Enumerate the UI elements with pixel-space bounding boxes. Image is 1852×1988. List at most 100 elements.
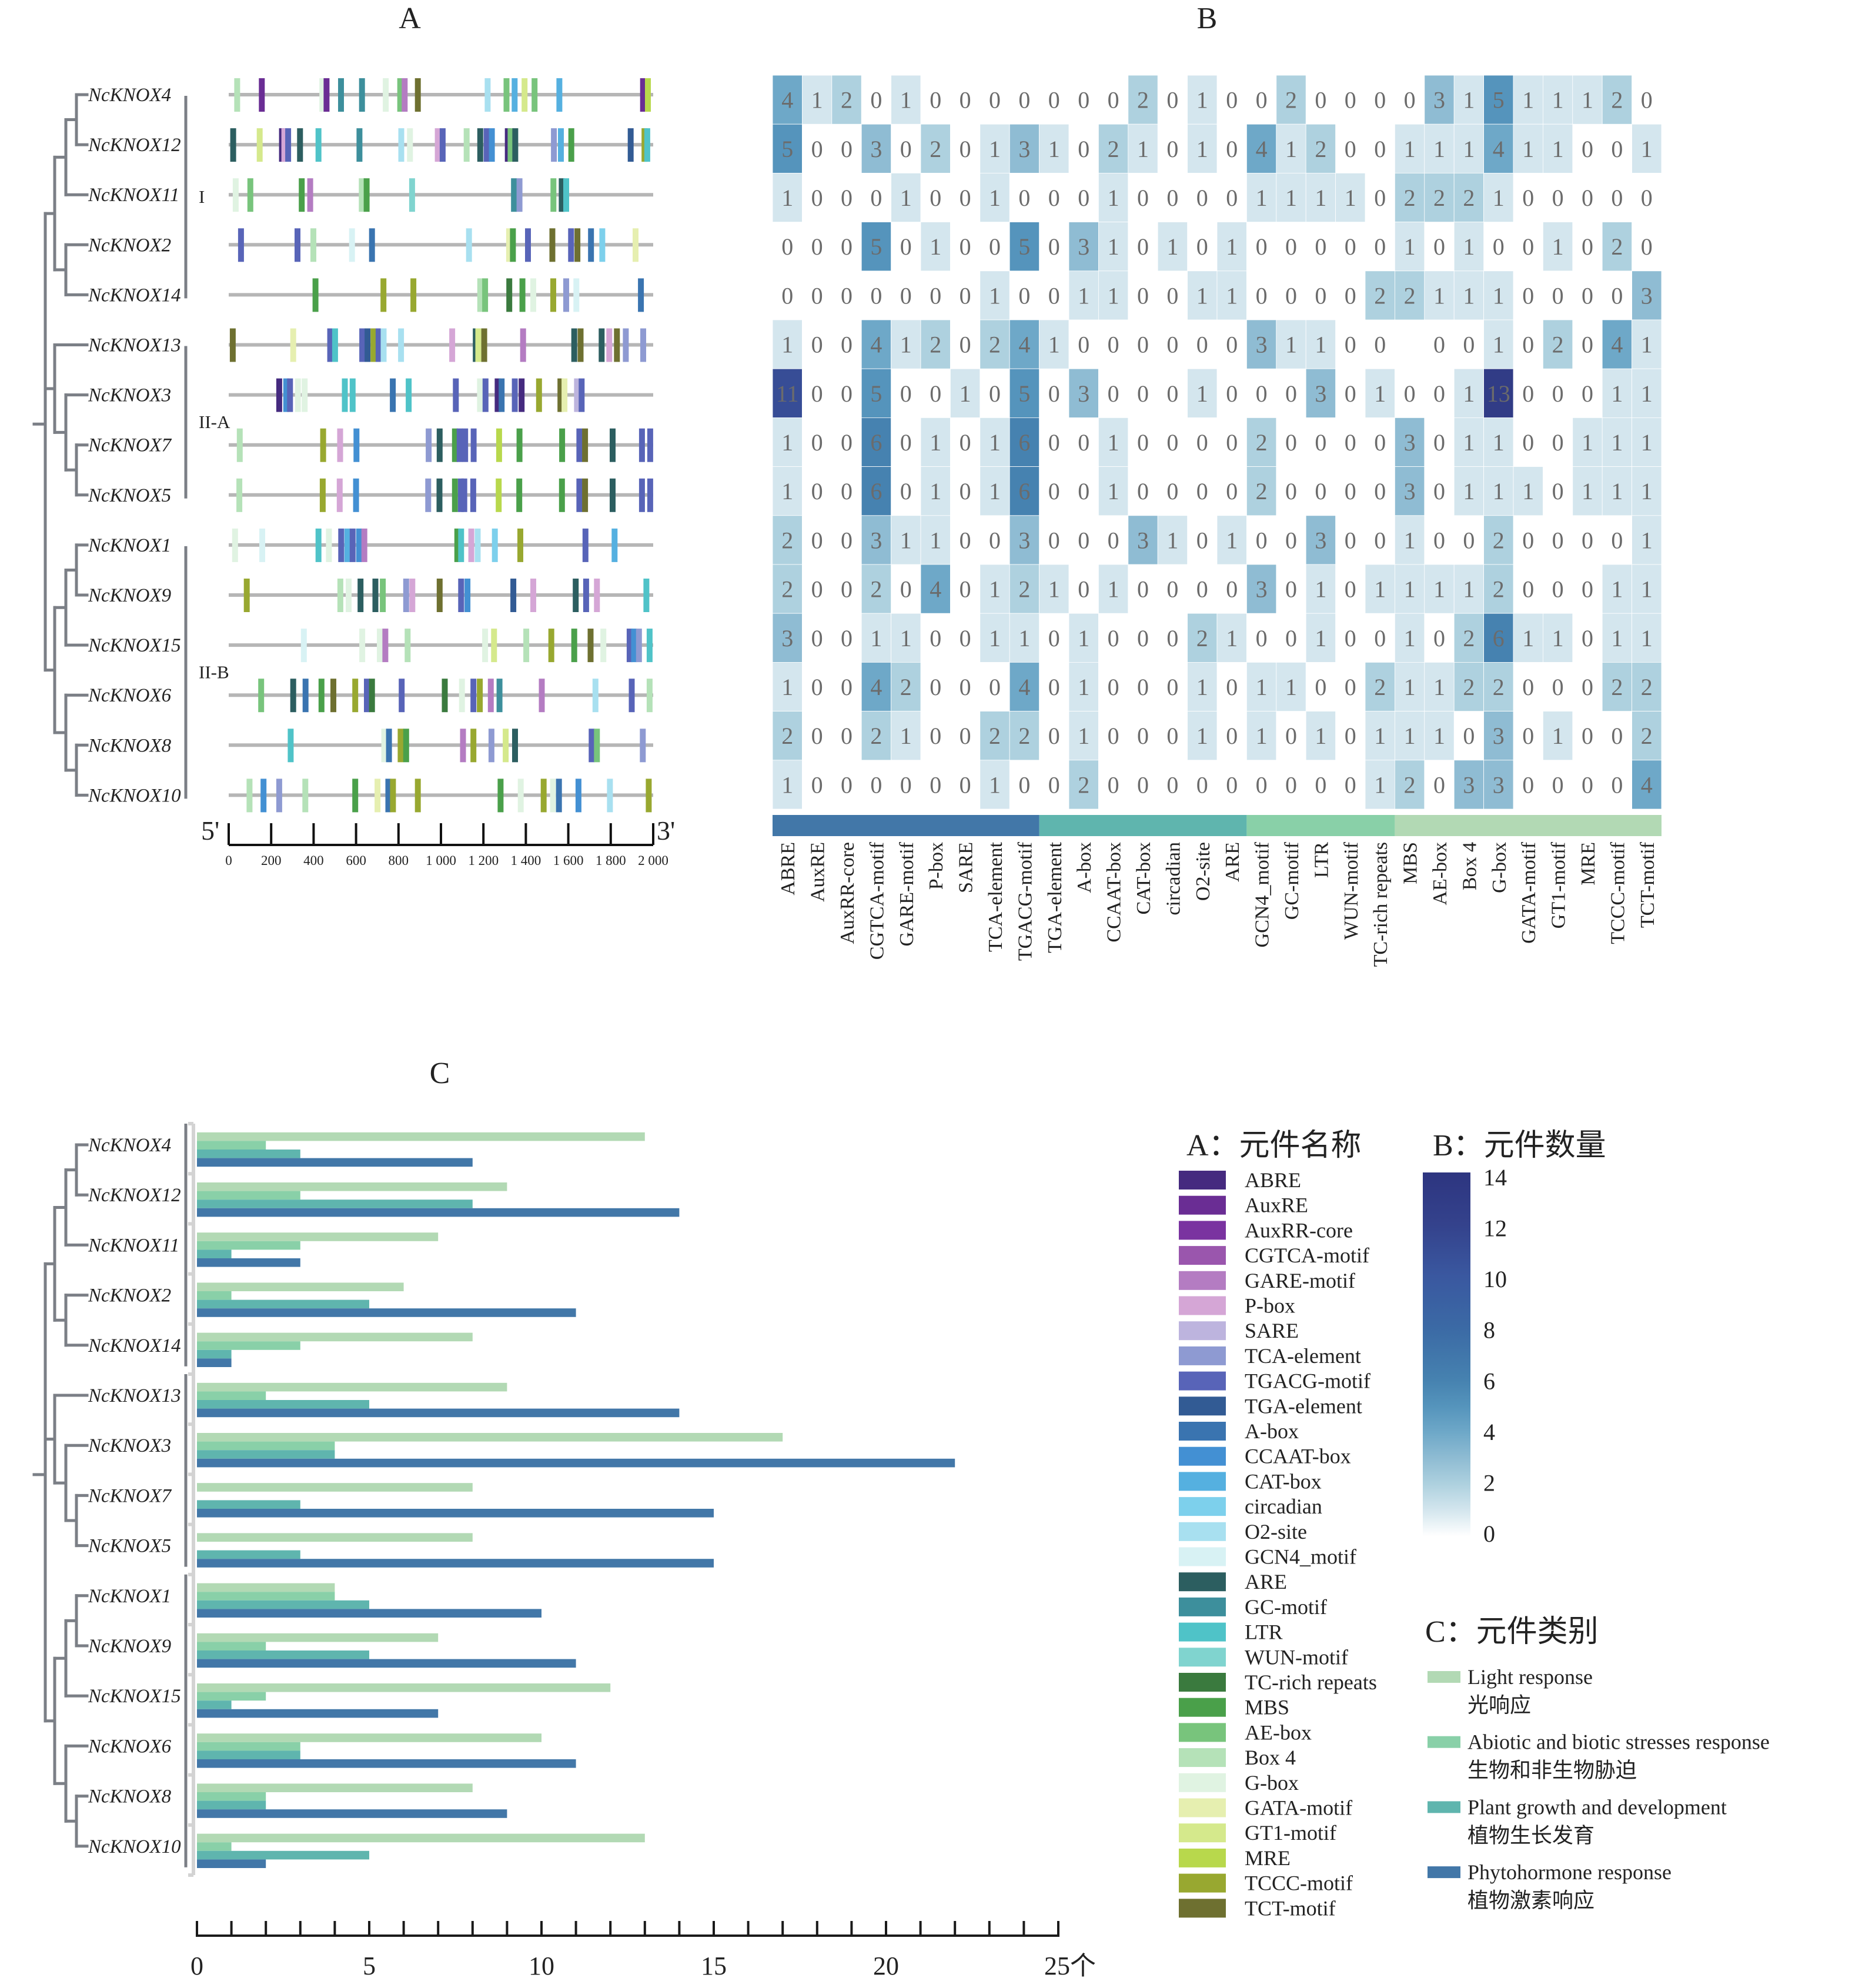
heatmap-cell-value: 0 — [1078, 576, 1089, 603]
heatmap-cell — [1454, 515, 1484, 564]
cis-element-mark — [383, 78, 389, 112]
bar-phytohormone-response — [197, 1509, 714, 1518]
cis-element-mark — [503, 729, 509, 763]
heatmap-cell-value: 1 — [930, 429, 941, 456]
heatmap-cell-value: 0 — [900, 136, 912, 162]
heatmap-cell-value: 0 — [1611, 771, 1623, 798]
heatmap-cell — [1572, 613, 1603, 663]
legend-swatch-tc-rich-repeats — [1179, 1673, 1226, 1692]
cis-element-mark — [487, 679, 494, 713]
heatmap-cell-value: 0 — [1522, 771, 1534, 798]
legend-swatch-o2-site — [1179, 1522, 1226, 1541]
heatmap-cell — [1246, 564, 1277, 614]
legend-label: TCT-motif — [1245, 1896, 1336, 1920]
heatmap-cell-value: 0 — [1226, 674, 1238, 700]
heatmap-cell — [1394, 515, 1425, 565]
heatmap-cell — [921, 369, 951, 418]
heatmap-cell-value: 2 — [870, 723, 882, 749]
cis-element-mark — [573, 278, 580, 312]
heatmap-cell-value: 2 — [781, 527, 793, 553]
legend-label-zh: 植物激素响应 — [1467, 1889, 1594, 1912]
heatmap-cell — [1424, 222, 1455, 271]
heatmap-cell-value: 1 — [1463, 380, 1475, 407]
heatmap-cell — [1572, 564, 1603, 614]
heatmap-cell — [861, 662, 891, 712]
heatmap-cell — [920, 319, 951, 369]
heatmap-cell — [1632, 75, 1662, 125]
heatmap-cell — [980, 222, 1010, 271]
bar-phytohormone-response — [197, 1258, 300, 1267]
heatmap-cell-value: 1 — [1256, 723, 1268, 749]
heatmap-cell — [1543, 369, 1573, 418]
x-tick-label: 5 — [363, 1952, 376, 1980]
heatmap-cell-value: 0 — [1522, 429, 1534, 456]
cis-element-mark — [375, 779, 381, 813]
heatmap-cell-value: 2 — [781, 576, 793, 603]
gene-label: NcKNOX14 — [88, 1335, 181, 1356]
bar-plant-growth-and-development — [197, 1200, 473, 1208]
bar-phytohormone-response — [197, 1358, 232, 1367]
cis-element-mark — [640, 78, 646, 112]
heatmap-cell-value: 0 — [1196, 576, 1208, 603]
cis-element-mark — [439, 128, 446, 162]
cis-element-mark — [556, 78, 563, 112]
heatmap-cell-value: 1 — [989, 625, 1001, 651]
cis-element-mark — [517, 528, 523, 562]
heatmap-cell-value: 0 — [811, 771, 823, 798]
heatmap-cell — [802, 466, 832, 516]
heatmap-cell — [1542, 75, 1573, 125]
heatmap-cell-value: 0 — [841, 380, 853, 407]
cis-element-mark — [426, 428, 432, 462]
cis-element-mark — [359, 178, 365, 212]
cis-element-mark — [236, 478, 243, 512]
cis-element-mark — [558, 128, 564, 162]
cis-element-mark — [363, 178, 370, 212]
heatmap-cell — [1335, 222, 1365, 271]
gene-label: NcKNOX9 — [88, 1636, 171, 1657]
element-legend: ABREAuxREAuxRR-coreCGTCA-motifGARE-motif… — [1179, 1168, 1377, 1920]
heatmap-cell — [861, 222, 891, 272]
cis-element-mark — [390, 779, 396, 813]
heatmap-cell — [1217, 124, 1247, 173]
heatmap-cell — [920, 222, 951, 272]
heatmap-cell — [1306, 760, 1336, 809]
gene-label: NcKNOX9 — [88, 585, 171, 606]
legend-label: MBS — [1245, 1696, 1289, 1719]
heatmap-cell-value: 0 — [900, 233, 912, 260]
heatmap-cell-value: 0 — [1404, 380, 1416, 407]
heatmap-column-label: ABRE — [777, 842, 799, 896]
cis-element-mark — [315, 528, 322, 562]
heatmap-cell — [1543, 515, 1573, 564]
heatmap-cell — [1128, 466, 1158, 516]
cis-element-mark — [523, 629, 530, 663]
cis-element-mark — [290, 328, 296, 362]
heatmap-cell-value: 2 — [989, 723, 1001, 749]
heatmap-cell — [1394, 662, 1425, 712]
heatmap-cell — [1632, 270, 1662, 320]
heatmap-cell — [1187, 466, 1217, 516]
cis-element-mark — [359, 328, 366, 362]
heatmap-cell — [980, 760, 1010, 810]
heatmap-cell — [1098, 466, 1129, 516]
heatmap-cell-value: 1 — [1226, 527, 1238, 553]
heatmap-cell-value: 1 — [989, 282, 1001, 309]
heatmap-cell — [1335, 270, 1365, 320]
heatmap-cell-value: 1 — [900, 625, 912, 651]
heatmap-cell-value: 2 — [1611, 87, 1623, 113]
cis-element-mark — [550, 178, 557, 212]
heatmap-cell — [772, 662, 803, 712]
legend-label: GCN4_motif — [1245, 1545, 1356, 1569]
cis-element-mark — [568, 128, 574, 162]
heatmap-cell — [1246, 760, 1276, 809]
heatmap-cell — [1246, 711, 1277, 761]
legend-swatch-plant-growth-and-development — [1428, 1801, 1460, 1813]
cis-element-mark — [594, 729, 600, 763]
heatmap-cell-value: 1 — [1493, 282, 1505, 309]
heatmap-cell — [1187, 564, 1217, 614]
heatmap-cell — [1424, 760, 1455, 809]
cis-element-mark — [491, 629, 497, 663]
heatmap-cell-value: 0 — [1048, 87, 1060, 113]
heatmap-cell-value: 0 — [1048, 674, 1060, 700]
bar-light-response — [197, 1833, 645, 1843]
heatmap-cell-value: 0 — [1345, 478, 1356, 504]
